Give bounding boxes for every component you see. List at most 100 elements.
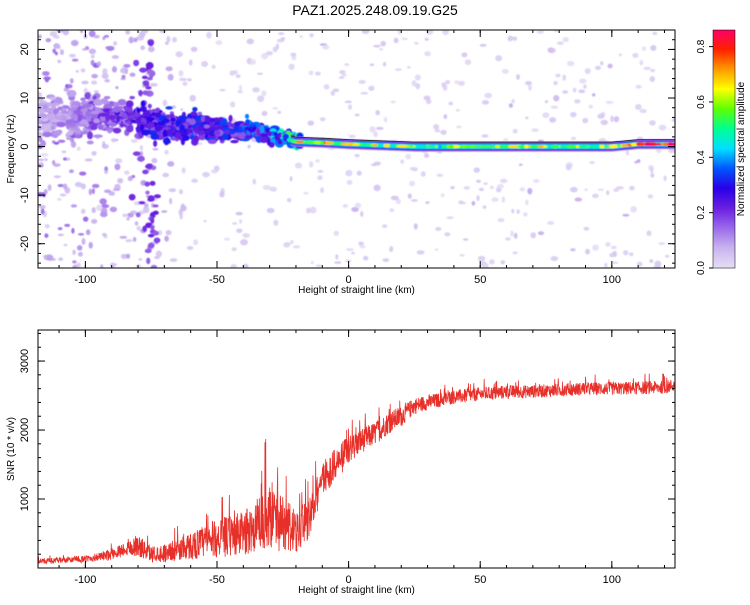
colorbar-swatch (713, 147, 735, 150)
spectrogram-noise-blob (622, 213, 630, 217)
spectrogram-noise-blob (152, 230, 159, 236)
spectrogram-x-tick-label: 0 (346, 274, 352, 286)
spectrogram-ridge-blob (277, 140, 283, 145)
spectrogram-ridge-blob (150, 133, 160, 140)
spectrogram-noise-blob (420, 171, 426, 177)
spectrogram-noise-blob (142, 225, 147, 232)
spectrogram-noise-blob (146, 76, 153, 81)
spectrogram-noise-blob (544, 100, 549, 104)
colorbar-swatch (713, 232, 735, 235)
spectrogram-noise-blob (658, 124, 667, 131)
spectrogram-noise-blob (347, 104, 352, 110)
spectrogram-noise-blob (597, 188, 605, 192)
spectrogram-noise-blob (80, 208, 86, 214)
spectrogram-noise-blob (219, 88, 226, 92)
colorbar-swatch (713, 145, 735, 148)
colorbar-swatch (713, 170, 735, 174)
spectrogram-ridge-blob (51, 102, 60, 106)
colorbar-swatch (713, 250, 735, 253)
spectrogram-noise-blob (81, 80, 89, 85)
spectrogram-ridge-blob (116, 115, 121, 123)
spectrogram-noise-blob (210, 169, 218, 174)
colorbar-swatch (713, 81, 735, 85)
colorbar-swatch (713, 129, 735, 132)
spectrogram-noise-blob (215, 40, 223, 46)
spectrogram-noise-blob (342, 204, 348, 208)
spectrogram-noise-blob (147, 242, 155, 249)
spectrogram-ridge-hotspot (530, 144, 538, 149)
spectrogram-y-tick-label: -10 (19, 187, 31, 203)
spectrogram-noise-blob (611, 261, 619, 264)
spectrogram-image (38, 30, 675, 268)
spectrogram-ridge-blob (226, 121, 232, 127)
spectrogram-noise-blob (530, 232, 537, 239)
colorbar-swatch (713, 115, 735, 118)
spectrogram-noise-blob (168, 188, 177, 193)
colorbar-swatch (713, 57, 735, 61)
spectrogram-noise-blob (138, 258, 143, 261)
colorbar-swatch (713, 236, 735, 239)
spectrogram-noise-blob (482, 205, 487, 209)
colorbar-swatch (713, 79, 735, 83)
spectrogram-ridge-blob (112, 127, 122, 134)
spectrogram-noise-blob (578, 89, 586, 94)
spectrogram-noise-blob (44, 223, 50, 229)
spectrogram-noise-blob (102, 36, 106, 41)
spectrogram-ridge-blob (217, 125, 224, 130)
spectrogram-noise-blob (522, 212, 528, 217)
spectrogram-noise-blob (639, 108, 647, 114)
spectrogram-ridge-blob (117, 98, 127, 106)
spectrogram-noise-blob (507, 35, 513, 42)
colorbar-swatch (713, 119, 735, 122)
colorbar-swatch (713, 150, 735, 154)
spectrogram-noise-blob (133, 59, 140, 67)
spectrogram-ridge-blob (154, 125, 163, 132)
spectrogram-noise-blob (555, 73, 561, 78)
colorbar-swatch (713, 266, 735, 269)
spectrogram-ridge-blob (178, 124, 186, 131)
spectrogram-noise-blob (148, 46, 155, 53)
colorbar-swatch (713, 162, 735, 166)
spectrogram-noise-blob (553, 30, 560, 33)
colorbar-swatch (713, 121, 735, 124)
spectrogram-noise-blob (496, 183, 505, 189)
colorbar-swatch (713, 194, 735, 198)
spectrogram-noise-blob (458, 80, 465, 86)
spectrogram-noise-blob (424, 153, 430, 159)
colorbar-swatch (713, 166, 735, 170)
spectrogram-noise-blob (605, 242, 611, 247)
spectrogram-noise-blob (414, 74, 421, 81)
spectrogram-noise-blob (84, 158, 93, 162)
spectrogram-noise-blob (286, 198, 292, 203)
spectrogram-noise-blob (550, 105, 559, 109)
spectrogram-ridge-hotspot (524, 144, 529, 149)
spectrogram-noise-blob (101, 204, 110, 209)
spectrogram-noise-blob (275, 43, 279, 50)
spectrogram-ridge-hotspot (396, 144, 408, 148)
spectrogram-noise-blob (415, 82, 421, 90)
spectrogram-ridge-hotspot (415, 144, 426, 149)
spectrogram-ridge-blob (73, 109, 82, 115)
spectrogram-noise-blob (179, 77, 187, 82)
spectrogram-noise-blob (70, 39, 79, 47)
spectrogram-noise-blob (463, 238, 469, 241)
spectrogram-ridge-blob (57, 115, 63, 121)
spectrogram-ridge-blob (47, 112, 56, 121)
spectrogram-noise-blob (142, 80, 150, 86)
spectrogram-ridge-blob (142, 110, 151, 118)
spectrogram-noise-blob (90, 54, 95, 59)
spectrogram-noise-blob (434, 128, 441, 133)
spectrogram-noise-blob (101, 73, 109, 79)
spectrogram-noise-blob (397, 30, 401, 35)
spectrogram-noise-blob (69, 53, 76, 58)
spectrogram-ridge-blob (108, 122, 117, 127)
spectrogram-noise-blob (562, 74, 567, 81)
spectrogram-noise-blob (335, 254, 339, 260)
spectrogram-noise-blob (190, 46, 198, 52)
spectrogram-ridge-blob (188, 118, 196, 125)
colorbar-swatch (713, 105, 735, 108)
spectrogram-ridge-hotspot (500, 144, 509, 149)
spectrogram-ridge-blob (69, 104, 80, 108)
spectrogram-ridge-outline (290, 135, 675, 143)
